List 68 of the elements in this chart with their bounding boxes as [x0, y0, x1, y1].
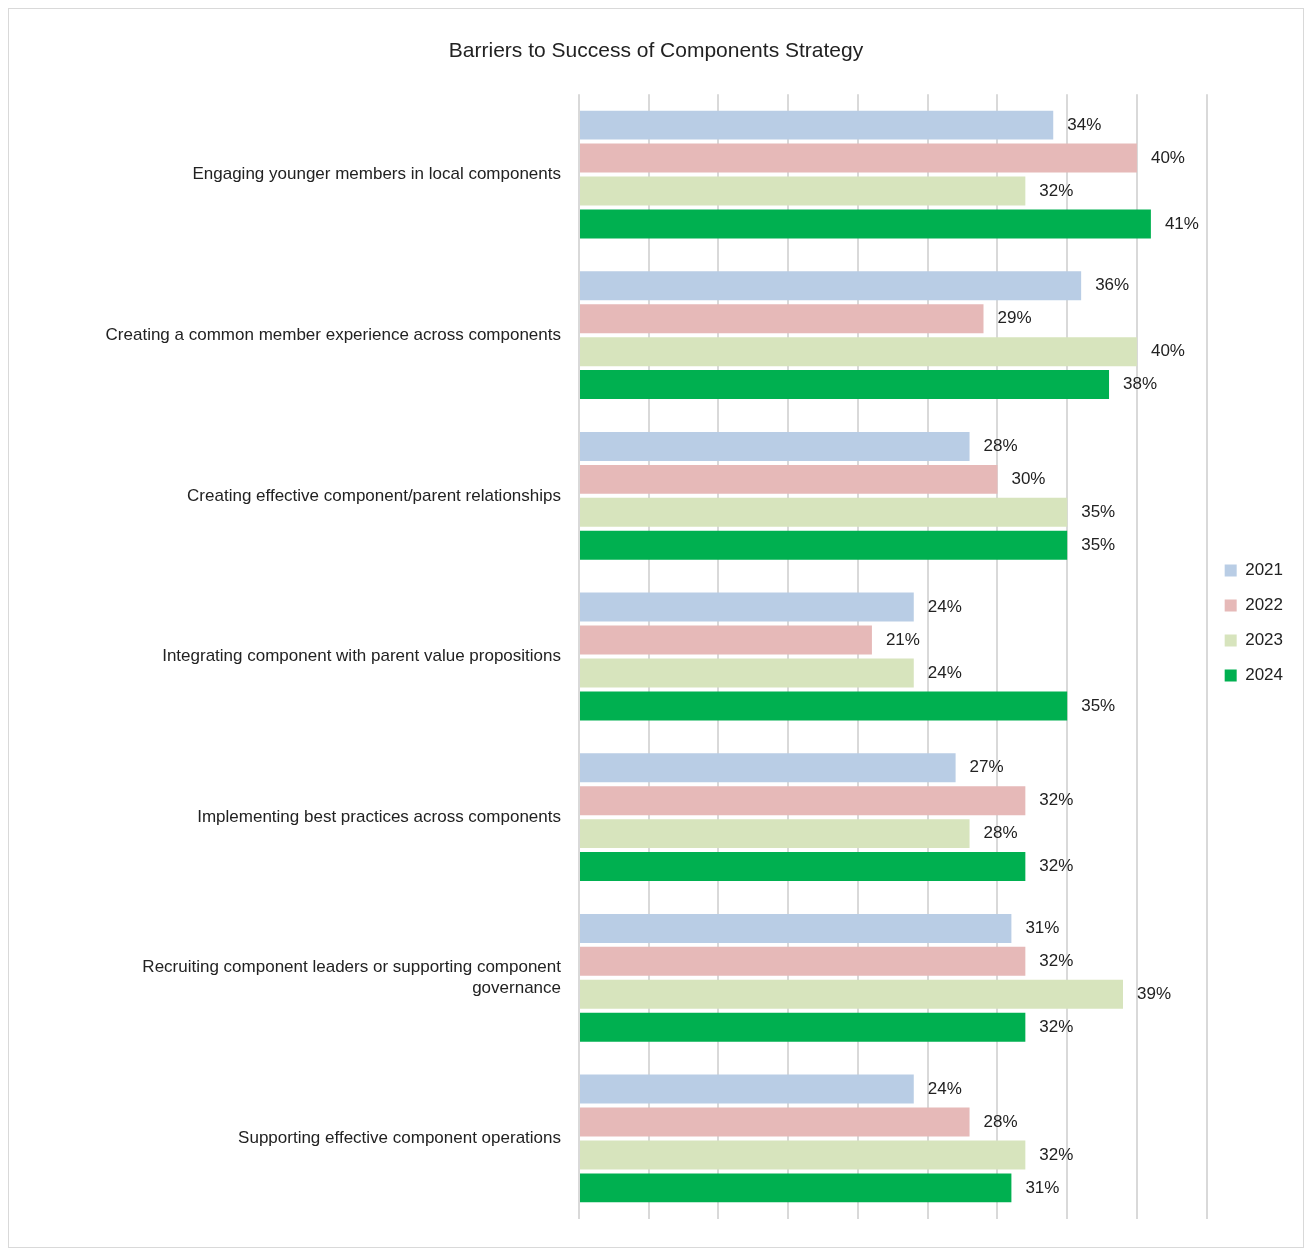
- data-label: 27%: [969, 757, 1004, 777]
- bar: [580, 497, 1068, 527]
- bar: [580, 786, 1026, 816]
- bar: [580, 658, 914, 688]
- bar: [580, 1173, 1012, 1203]
- data-label: 39%: [1136, 983, 1172, 1003]
- data-label: 24%: [927, 662, 962, 682]
- bar: [580, 1140, 1026, 1170]
- bar: [580, 625, 872, 655]
- data-label: 32%: [1039, 1144, 1074, 1164]
- bar: [580, 1012, 1026, 1042]
- bar: [580, 143, 1137, 173]
- data-label: 29%: [997, 308, 1032, 328]
- data-label: 32%: [1039, 790, 1074, 810]
- bar: [580, 271, 1082, 301]
- data-label: 31%: [1025, 918, 1060, 938]
- bar: [580, 946, 1026, 976]
- data-label: 41%: [1164, 213, 1199, 233]
- bar: [580, 819, 970, 849]
- data-label: 40%: [1150, 147, 1185, 167]
- data-label: 24%: [927, 596, 962, 616]
- data-label: 34%: [1067, 114, 1102, 134]
- y-tick-label: Creating effective component/parent relationships: [187, 485, 561, 505]
- data-label: 35%: [1081, 695, 1116, 715]
- data-label: 36%: [1095, 275, 1130, 295]
- data-label: 28%: [983, 1111, 1018, 1131]
- bar: [580, 913, 1012, 943]
- legend-label: 2024: [1245, 665, 1284, 685]
- bar: [580, 691, 1068, 721]
- y-tick-label: Implementing best practices across components: [197, 806, 561, 826]
- data-label: 32%: [1039, 180, 1074, 200]
- bar: [580, 753, 956, 783]
- data-label: 40%: [1150, 341, 1185, 361]
- bar: [580, 1074, 914, 1104]
- legend-label: 2022: [1245, 595, 1284, 615]
- legend-label: 2023: [1245, 630, 1284, 650]
- legend-label: 2021: [1245, 560, 1284, 580]
- data-label: 21%: [885, 629, 920, 649]
- data-label: 32%: [1039, 951, 1074, 971]
- y-tick-label: Integrating component with parent value propositions: [162, 646, 561, 666]
- bar: [580, 209, 1151, 239]
- bar: [580, 431, 970, 461]
- data-label: 32%: [1039, 1016, 1074, 1036]
- bar: [580, 1107, 970, 1137]
- data-label: 30%: [1011, 469, 1046, 489]
- y-tick-label: Recruiting component leaders or supporting component governance: [142, 957, 562, 997]
- bar: [580, 979, 1123, 1009]
- bar: [580, 110, 1054, 140]
- bar: [580, 852, 1026, 882]
- bar: [580, 370, 1110, 400]
- data-label: 35%: [1081, 534, 1116, 554]
- bar: [580, 464, 998, 494]
- y-tick-label: Engaging younger members in local components: [192, 164, 561, 184]
- data-label: 31%: [1025, 1177, 1060, 1197]
- data-label: 35%: [1081, 502, 1116, 521]
- y-tick-label: Supporting effective component operations: [238, 1128, 561, 1148]
- data-label: 24%: [927, 1078, 962, 1098]
- y-tick-label: Creating a common member experience across components: [105, 324, 561, 344]
- data-label: 28%: [983, 823, 1018, 843]
- bar: [580, 304, 984, 334]
- data-label: 38%: [1123, 374, 1158, 394]
- bar: [580, 592, 914, 622]
- bar: [580, 530, 1068, 560]
- chart-title: Barriers to Success of Components Strategy: [448, 38, 864, 62]
- data-label: 32%: [1039, 856, 1074, 876]
- bar: [580, 176, 1026, 206]
- data-label: 28%: [983, 436, 1018, 456]
- bar: [580, 337, 1137, 367]
